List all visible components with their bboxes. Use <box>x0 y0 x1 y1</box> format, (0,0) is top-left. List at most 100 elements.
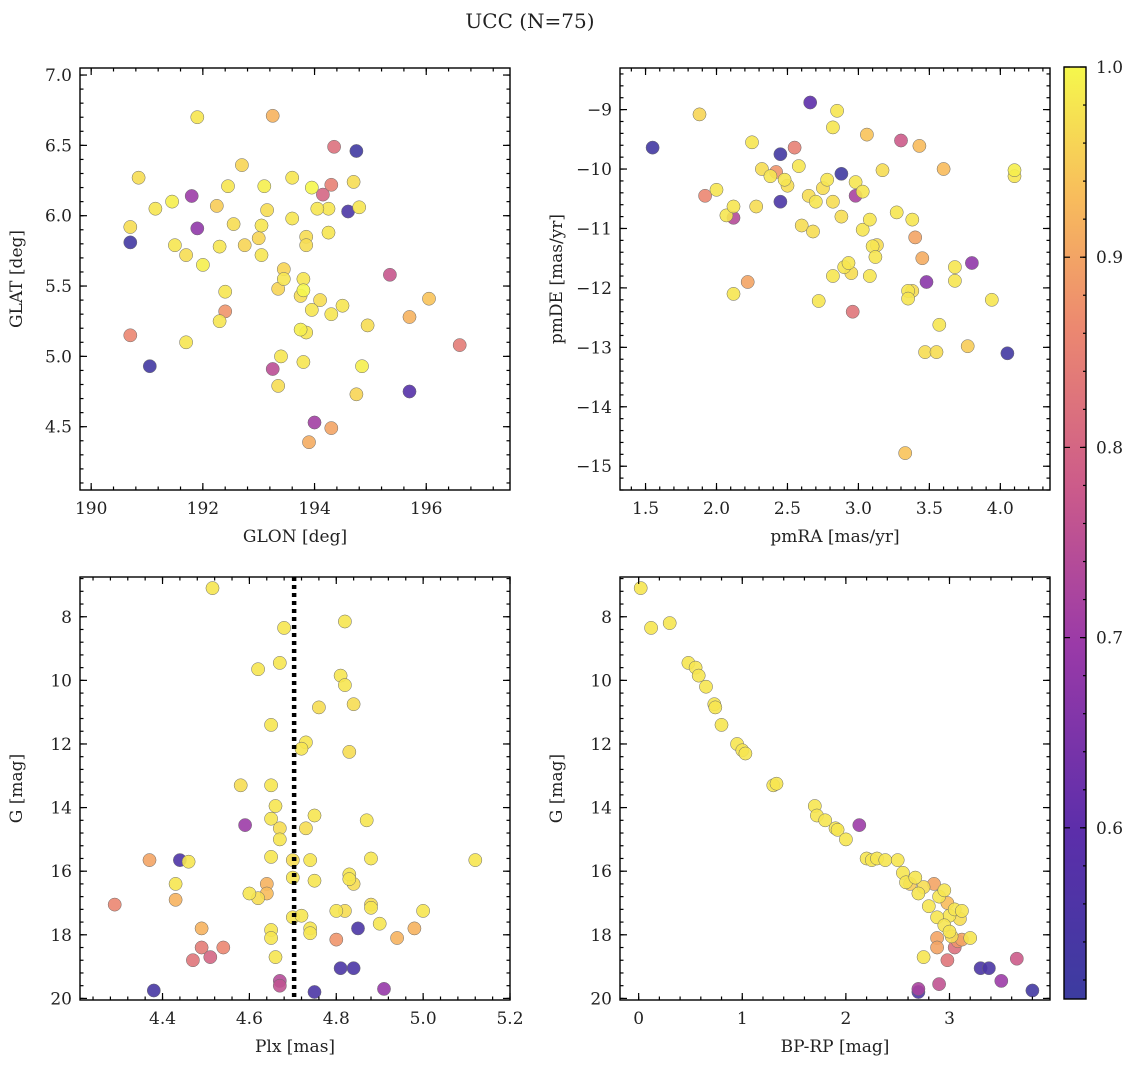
data-point <box>264 718 278 732</box>
data-point <box>930 940 944 955</box>
data-point <box>324 177 339 192</box>
data-point <box>422 291 436 306</box>
data-point <box>834 209 849 224</box>
data-point <box>346 175 361 189</box>
data-point <box>738 746 753 761</box>
data-point <box>1025 983 1040 998</box>
x-axis-label: pmRA [mas/yr] <box>770 527 899 547</box>
panel-marks <box>645 95 1022 460</box>
panel-ticks: 1.5 2.0 2.5 3.0 3.5 4.0 −15 −14 −13 −12 −11 −10 −9 <box>576 68 1050 519</box>
scatter-panel-glon-glat: 190 192 194 196 4.5 5.0 5.5 6.0 6.5 7.0 GLON [deg… <box>7 66 511 547</box>
figure-title: UCC (N=75) <box>465 9 594 33</box>
data-point <box>848 175 863 189</box>
data-point <box>221 179 235 194</box>
x-tick-label: 194 <box>298 499 330 519</box>
data-point <box>352 200 367 215</box>
data-point <box>360 318 375 333</box>
x-tick-label: 4.6 <box>236 1009 263 1029</box>
data-point <box>168 877 183 891</box>
data-point <box>296 283 311 298</box>
data-point <box>955 904 969 918</box>
data-point <box>294 741 309 756</box>
data-point <box>808 194 823 209</box>
y-axis-label: G [mag] <box>547 754 567 823</box>
y-tick-label: 16 <box>590 862 612 882</box>
data-point <box>312 700 326 715</box>
data-point <box>276 272 291 286</box>
data-point <box>307 873 322 888</box>
panel-frame <box>79 67 511 491</box>
x-tick-label: 3.0 <box>845 499 872 519</box>
data-point <box>264 778 278 793</box>
data-point <box>307 985 322 999</box>
y-tick-label: 5.5 <box>45 277 72 297</box>
data-point <box>342 745 357 759</box>
data-point <box>265 362 280 376</box>
data-point <box>855 184 870 199</box>
x-tick-label: 2 <box>840 1009 851 1029</box>
y-tick-label: 16 <box>50 862 72 882</box>
y-tick-label: −13 <box>576 338 612 358</box>
data-point <box>294 908 309 923</box>
data-point <box>203 950 218 964</box>
data-point <box>212 239 227 254</box>
colorbar-frame <box>1063 66 1087 1000</box>
data-point <box>268 950 283 964</box>
data-point <box>708 700 723 715</box>
data-point <box>329 904 344 918</box>
y-tick-label: 8 <box>601 608 612 628</box>
data-point <box>304 303 319 317</box>
y-tick-label: 20 <box>50 989 72 1009</box>
colorbar-tick-label: 1.0 <box>1096 58 1123 78</box>
data-point <box>698 188 712 203</box>
data-point <box>994 974 1009 988</box>
data-point <box>257 179 272 194</box>
y-tick-label: −10 <box>576 160 612 180</box>
colorbar-ticks: 0.6 0.7 0.8 0.9 1.0 <box>1064 58 1123 981</box>
data-point <box>251 231 266 246</box>
data-point <box>699 679 713 694</box>
data-point <box>272 656 287 670</box>
data-point <box>324 421 339 435</box>
data-point <box>860 127 874 142</box>
colorbar-gradient <box>1064 67 1086 999</box>
data-point <box>327 139 341 154</box>
data-point <box>878 853 893 867</box>
data-point <box>264 811 278 826</box>
data-point <box>346 961 361 976</box>
y-axis-label: G [mag] <box>7 754 27 823</box>
data-point <box>932 977 946 991</box>
data-point <box>335 298 350 313</box>
data-point <box>142 853 157 867</box>
data-point <box>633 581 648 595</box>
data-point <box>662 616 677 630</box>
panel-marks <box>107 577 483 1000</box>
y-tick-label: 18 <box>590 926 612 946</box>
data-point <box>351 921 365 936</box>
y-tick-label: 20 <box>590 989 612 1009</box>
data-point <box>238 818 252 832</box>
data-point <box>826 120 840 135</box>
data-point <box>254 218 269 233</box>
data-point <box>216 940 231 955</box>
data-point <box>875 163 890 178</box>
x-tick-label: 4.8 <box>323 1009 350 1029</box>
data-point <box>310 201 325 216</box>
y-tick-label: −9 <box>587 101 612 121</box>
data-point <box>233 778 248 793</box>
panel-frame <box>619 576 1051 1001</box>
scatter-panel-parallax-magnitude: 4.4 4.6 4.8 5.0 5.2 8 10 12 14 16 18 20 Plx [mas] G… <box>7 576 524 1057</box>
data-point <box>402 384 417 399</box>
data-point <box>834 166 849 181</box>
y-tick-label: 5.0 <box>45 347 72 367</box>
panel-ticks: 4.4 4.6 4.8 5.0 5.2 8 10 12 14 16 18 20 <box>50 577 524 1029</box>
data-point <box>1007 163 1022 178</box>
data-point <box>845 304 860 319</box>
data-point <box>937 883 952 898</box>
data-point <box>740 275 755 289</box>
y-tick-label: 7.0 <box>45 66 72 86</box>
data-point <box>242 886 257 901</box>
data-point <box>982 961 996 976</box>
data-point <box>777 172 792 187</box>
